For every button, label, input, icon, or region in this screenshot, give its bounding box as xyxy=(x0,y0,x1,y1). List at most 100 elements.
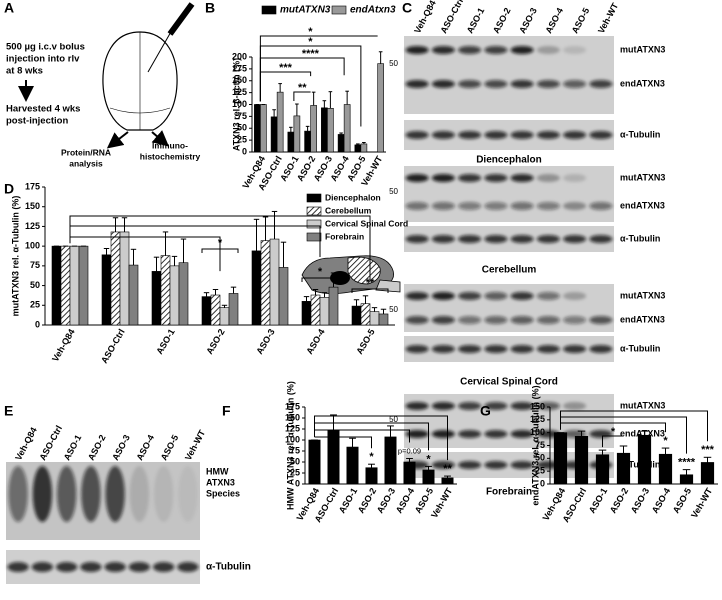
bar xyxy=(287,131,295,153)
annotation: * xyxy=(318,266,323,278)
annotation: * xyxy=(611,426,616,438)
injection-text: 500 µg i.c.v bolus xyxy=(6,42,85,53)
x-tick-label: ASO-5 xyxy=(671,486,693,515)
y-tick-label: 0 xyxy=(295,478,300,488)
error-bar xyxy=(339,132,343,135)
error-bar xyxy=(312,289,319,296)
blot-band xyxy=(458,292,482,300)
lane-label: ASO-2 xyxy=(86,433,108,462)
legend-label: mutATXN3 xyxy=(280,5,331,16)
y-tick-label: 125 xyxy=(232,87,247,97)
blot-band xyxy=(536,202,560,210)
blot-band xyxy=(536,80,560,88)
lane-label: Veh-WT xyxy=(183,428,208,462)
x-tick-label: ASO-2 xyxy=(204,327,226,356)
blot-band xyxy=(431,46,455,54)
error-bar xyxy=(378,51,383,64)
y-tick-label: 75 xyxy=(535,440,545,450)
bar xyxy=(201,296,212,326)
blot-band xyxy=(484,131,508,139)
blot-band xyxy=(431,174,455,182)
output-text: Protein/RNA xyxy=(61,147,111,157)
x-tick-label: ASO-3 xyxy=(254,327,276,356)
bar xyxy=(337,134,345,153)
bar xyxy=(441,477,454,485)
blot-band xyxy=(458,80,482,88)
error-bar xyxy=(272,109,276,117)
x-tick-label: ASO-Ctrl xyxy=(99,327,127,365)
bar xyxy=(78,245,89,326)
lane-label: ASO-4 xyxy=(134,433,156,462)
bar xyxy=(219,307,230,326)
error-bar xyxy=(577,430,586,437)
blot-band xyxy=(405,131,429,139)
bar xyxy=(169,265,180,326)
blot-band xyxy=(536,174,560,182)
panel-label: C xyxy=(402,0,412,16)
bar xyxy=(595,454,610,485)
blot-caption: Diencephalon xyxy=(476,155,542,166)
species-label: HMW xyxy=(206,466,229,476)
error-bar xyxy=(387,425,394,437)
y-tick-label: 0 xyxy=(540,478,545,488)
blot-band xyxy=(458,202,482,210)
x-tick-label: ASO-1 xyxy=(587,486,609,515)
error-bar xyxy=(180,238,187,263)
error-bar xyxy=(121,217,128,232)
error-bar xyxy=(640,430,649,436)
error-bar xyxy=(171,255,178,266)
error-bar xyxy=(162,231,169,256)
lane-label: ASO-3 xyxy=(517,6,539,35)
blot-band xyxy=(177,562,199,572)
blot-smear xyxy=(81,466,101,522)
bar xyxy=(110,231,121,326)
y-tick-label: 125 xyxy=(25,221,40,231)
blot-band xyxy=(510,316,534,324)
blot-band xyxy=(589,46,612,54)
bar xyxy=(210,294,221,326)
y-tick-label: 100 xyxy=(25,241,40,251)
y-axis-label: mutATXN3 rel. α-Tubulin (%) xyxy=(10,196,20,317)
bar xyxy=(616,452,631,485)
error-bar xyxy=(345,90,349,105)
annotation: ** xyxy=(443,463,452,475)
bar xyxy=(310,105,317,153)
bar xyxy=(351,305,362,326)
error-bar xyxy=(368,463,375,468)
blot-band xyxy=(563,174,587,182)
blot-band xyxy=(563,80,587,88)
lane-label: ASO-1 xyxy=(62,433,84,462)
blot-band xyxy=(31,562,54,572)
blot-band xyxy=(405,292,429,300)
blot-band xyxy=(431,202,455,210)
significance-bracket xyxy=(259,71,312,102)
lane-label: ASO-5 xyxy=(570,6,592,35)
blot-smear xyxy=(178,466,198,522)
marker-label: 50 xyxy=(389,59,398,68)
brain-sketch xyxy=(301,255,401,294)
error-bar xyxy=(212,289,219,296)
bar xyxy=(260,240,271,326)
y-tick-label: 0 xyxy=(35,319,40,329)
panel-label: D xyxy=(4,181,14,197)
blot-band xyxy=(536,345,560,353)
y-tick-label: 100 xyxy=(530,427,545,437)
blot-smear xyxy=(153,466,174,522)
bar xyxy=(378,313,389,326)
x-tick-label: Veh-Q84 xyxy=(50,327,77,363)
bar xyxy=(365,467,378,485)
error-bar xyxy=(328,91,333,109)
band-label: α-Tubulin xyxy=(620,343,660,353)
harvest-text: post-injection xyxy=(6,116,68,127)
bar xyxy=(574,435,589,485)
blot-band xyxy=(431,235,455,243)
y-tick-label: 25 xyxy=(535,466,545,476)
x-tick-label: ASO-3 xyxy=(629,486,651,515)
bar xyxy=(377,63,384,153)
blot-band xyxy=(484,461,508,469)
blot-band xyxy=(589,292,612,300)
marker-label: 50 xyxy=(389,187,398,196)
error-bar xyxy=(262,216,269,241)
blot-band xyxy=(510,430,534,438)
y-tick-label: 50 xyxy=(535,453,545,463)
